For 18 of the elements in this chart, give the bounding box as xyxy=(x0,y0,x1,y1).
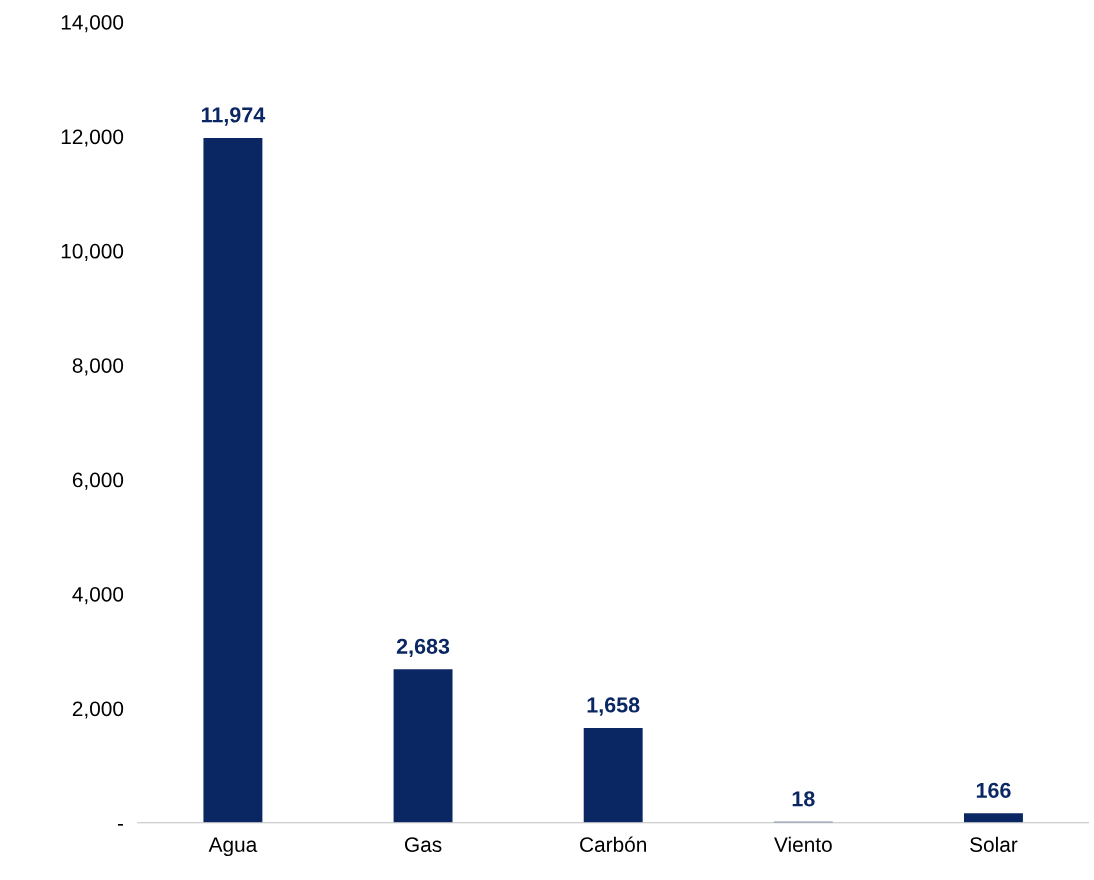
y-tick-label: 8,000 xyxy=(72,358,124,376)
x-tick-label: Gas xyxy=(404,837,442,852)
data-label: 1,658 xyxy=(587,697,640,716)
data-label: 166 xyxy=(976,782,1011,798)
y-tick-label: 14,000 xyxy=(61,15,124,33)
x-tick-label: Viento xyxy=(774,836,832,852)
y-tick-label: 10,000 xyxy=(61,243,124,262)
x-tick-label: Solar xyxy=(970,836,1018,852)
y-tick-label: 2,000 xyxy=(72,701,124,719)
y-tick-label: 12,000 xyxy=(61,129,124,147)
data-label: 11,974 xyxy=(201,107,266,126)
x-tick-label: Agua xyxy=(208,837,258,857)
y-tick-label: 6,000 xyxy=(72,472,124,490)
y-tick-label: 4,000 xyxy=(72,587,124,605)
y-tick-label: - xyxy=(117,824,124,826)
data-label: 2,683 xyxy=(396,638,450,658)
x-tick-label: Carbón xyxy=(580,836,646,852)
data-label: 18 xyxy=(792,791,815,807)
